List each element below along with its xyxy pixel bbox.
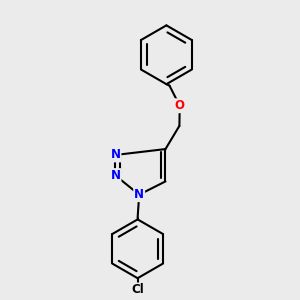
- Text: Cl: Cl: [131, 284, 144, 296]
- Text: O: O: [175, 99, 185, 112]
- Text: N: N: [134, 188, 144, 201]
- Text: N: N: [110, 169, 121, 182]
- Text: N: N: [110, 148, 121, 161]
